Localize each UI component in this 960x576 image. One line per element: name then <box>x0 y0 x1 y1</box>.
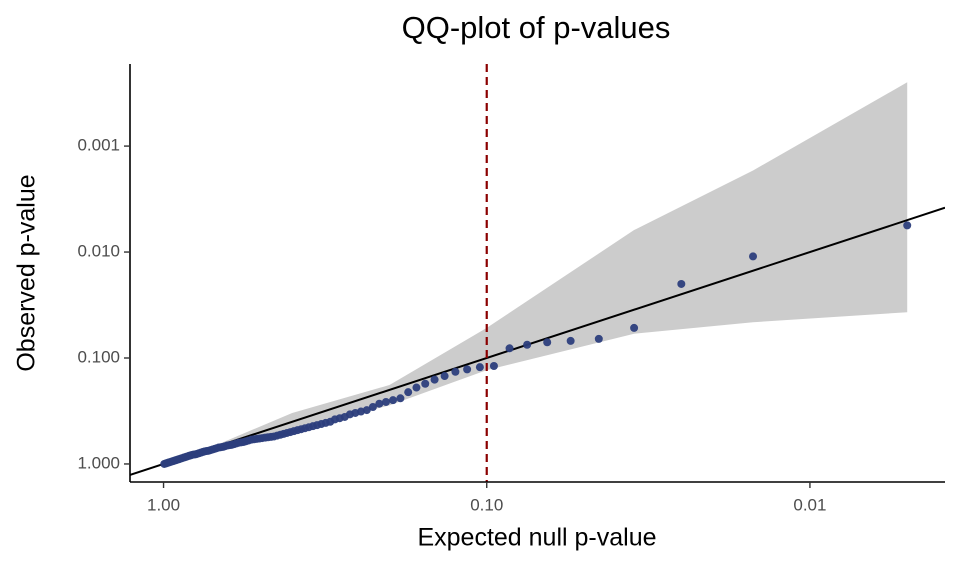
y-axis-label: Observed p-value <box>13 174 41 371</box>
data-point <box>489 362 498 371</box>
y-tick-label: 1.000 <box>77 453 120 472</box>
data-point <box>523 340 532 349</box>
chart-title: QQ-plot of p-values <box>402 10 671 45</box>
data-point <box>463 365 472 374</box>
data-point <box>677 279 686 288</box>
data-point <box>421 379 430 388</box>
data-point <box>566 336 575 345</box>
y-tick-label: 0.100 <box>77 347 120 366</box>
data-point <box>412 383 421 392</box>
data-point <box>404 388 413 397</box>
plot-area <box>130 64 945 482</box>
x-tick-label: 1.00 <box>147 495 180 514</box>
data-point <box>594 334 603 343</box>
y-tick-label: 0.010 <box>77 242 120 261</box>
data-point <box>389 396 398 405</box>
x-tick-label: 0.01 <box>793 495 826 514</box>
data-point <box>368 402 377 411</box>
data-point <box>430 375 439 384</box>
data-point <box>475 363 484 372</box>
data-point <box>630 323 639 332</box>
data-point <box>903 221 912 230</box>
data-point <box>160 459 169 468</box>
data-point <box>396 394 405 403</box>
data-point <box>749 252 758 261</box>
data-point <box>505 344 514 353</box>
x-tick-label: 0.10 <box>470 495 503 514</box>
data-point <box>440 372 449 381</box>
data-point <box>543 338 552 347</box>
data-point <box>451 367 460 376</box>
confidence-band <box>164 82 908 464</box>
data-point <box>381 397 390 406</box>
reference-line <box>130 206 945 476</box>
x-axis-label: Expected null p-value <box>417 524 656 552</box>
data-point <box>375 399 384 408</box>
y-tick-label: 0.001 <box>77 136 120 155</box>
